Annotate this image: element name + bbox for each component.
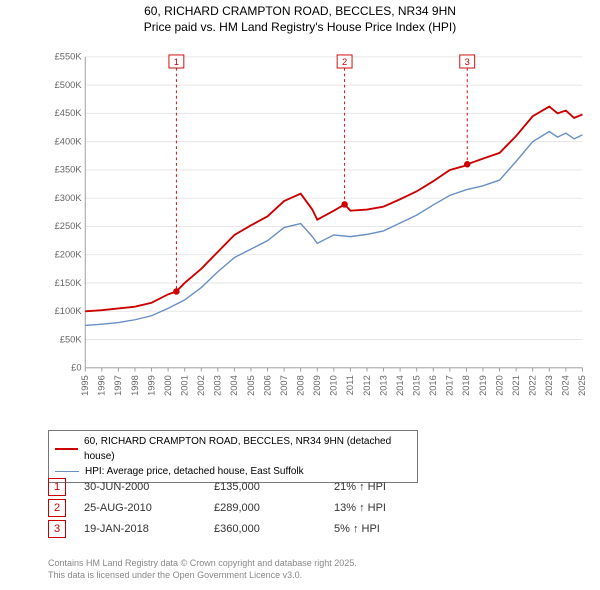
- marker-delta: 13% ↑ HPI: [334, 502, 454, 514]
- svg-text:2009: 2009: [312, 375, 322, 396]
- svg-text:£200K: £200K: [55, 250, 83, 260]
- svg-text:2004: 2004: [229, 375, 239, 396]
- svg-text:£100K: £100K: [55, 306, 83, 316]
- svg-text:2003: 2003: [213, 375, 223, 396]
- svg-text:2005: 2005: [246, 375, 256, 396]
- svg-text:2011: 2011: [345, 375, 355, 395]
- svg-text:1997: 1997: [113, 375, 123, 396]
- svg-text:2007: 2007: [279, 375, 289, 396]
- svg-text:2002: 2002: [196, 375, 206, 396]
- svg-text:2001: 2001: [179, 375, 189, 396]
- svg-text:£450K: £450K: [55, 108, 83, 118]
- svg-text:1998: 1998: [130, 375, 140, 396]
- title-line1: 60, RICHARD CRAMPTON ROAD, BECCLES, NR34…: [0, 4, 600, 20]
- svg-text:2012: 2012: [362, 375, 372, 396]
- marker-delta: 21% ↑ HPI: [334, 481, 454, 493]
- svg-text:£150K: £150K: [55, 278, 83, 288]
- marker-price: £289,000: [214, 502, 334, 514]
- marker-price: £360,000: [214, 523, 334, 535]
- svg-text:2023: 2023: [544, 375, 554, 396]
- svg-text:2022: 2022: [527, 375, 537, 396]
- marker-table: 1 30-JUN-2000£135,00021% ↑ HPI 2 25-AUG-201…: [48, 475, 528, 541]
- marker-table-row: 3 19-JAN-2018£360,0005% ↑ HPI: [48, 520, 528, 538]
- marker-index-box: 3: [48, 520, 66, 538]
- svg-text:2017: 2017: [445, 375, 455, 396]
- svg-text:1999: 1999: [146, 375, 156, 396]
- svg-text:£300K: £300K: [55, 193, 83, 203]
- marker-index-box: 2: [48, 499, 66, 517]
- chart-container: 60, RICHARD CRAMPTON ROAD, BECCLES, NR34…: [0, 0, 600, 590]
- marker-table-row: 2 25-AUG-2010£289,00013% ↑ HPI: [48, 499, 528, 517]
- svg-text:£400K: £400K: [55, 136, 83, 146]
- marker-date: 25-AUG-2010: [84, 502, 214, 514]
- svg-text:1996: 1996: [97, 375, 107, 396]
- svg-text:2014: 2014: [395, 375, 405, 396]
- chart-svg: £0 £50K £100K £150K £200K £250K £300K £350K £400…: [48, 40, 588, 420]
- svg-text:£500K: £500K: [55, 80, 83, 90]
- svg-text:2018: 2018: [461, 375, 471, 396]
- chart-area: £0 £50K £100K £150K £200K £250K £300K £350K £400…: [48, 40, 588, 420]
- legend-swatch: [55, 448, 78, 450]
- credits-line2: This data is licensed under the Open Gov…: [48, 570, 357, 582]
- svg-text:2016: 2016: [428, 375, 438, 396]
- svg-text:£550K: £550K: [55, 52, 83, 62]
- svg-text:2013: 2013: [378, 375, 388, 396]
- svg-text:2006: 2006: [262, 375, 272, 396]
- credits-line1: Contains HM Land Registry data © Crown c…: [48, 558, 357, 570]
- credits: Contains HM Land Registry data © Crown c…: [48, 558, 357, 581]
- svg-text:3: 3: [465, 57, 470, 67]
- marker-price: £135,000: [214, 481, 334, 493]
- svg-text:2008: 2008: [295, 375, 305, 396]
- legend-row: 60, RICHARD CRAMPTON ROAD, BECCLES, NR34…: [55, 434, 411, 464]
- title-block: 60, RICHARD CRAMPTON ROAD, BECCLES, NR34…: [0, 0, 600, 35]
- svg-text:2010: 2010: [329, 375, 339, 396]
- svg-text:£350K: £350K: [55, 165, 83, 175]
- title-line2: Price paid vs. HM Land Registry's House …: [0, 20, 600, 36]
- svg-text:£50K: £50K: [60, 334, 83, 344]
- svg-text:2024: 2024: [561, 375, 571, 396]
- svg-text:1995: 1995: [80, 375, 90, 396]
- legend-swatch: [55, 471, 79, 473]
- marker-delta: 5% ↑ HPI: [334, 523, 454, 535]
- svg-text:2015: 2015: [411, 375, 421, 396]
- svg-text:2019: 2019: [478, 375, 488, 396]
- marker-date: 30-JUN-2000: [84, 481, 214, 493]
- svg-text:1: 1: [174, 57, 179, 67]
- svg-text:2021: 2021: [511, 375, 521, 396]
- svg-text:2: 2: [342, 57, 347, 67]
- marker-index-box: 1: [48, 478, 66, 496]
- svg-text:£250K: £250K: [55, 221, 83, 231]
- svg-text:2000: 2000: [163, 375, 173, 396]
- marker-table-row: 1 30-JUN-2000£135,00021% ↑ HPI: [48, 478, 528, 496]
- marker-date: 19-JAN-2018: [84, 523, 214, 535]
- svg-text:£0: £0: [71, 363, 81, 373]
- legend-label: 60, RICHARD CRAMPTON ROAD, BECCLES, NR34…: [84, 434, 411, 464]
- svg-text:2025: 2025: [577, 375, 587, 396]
- svg-text:2020: 2020: [494, 375, 504, 396]
